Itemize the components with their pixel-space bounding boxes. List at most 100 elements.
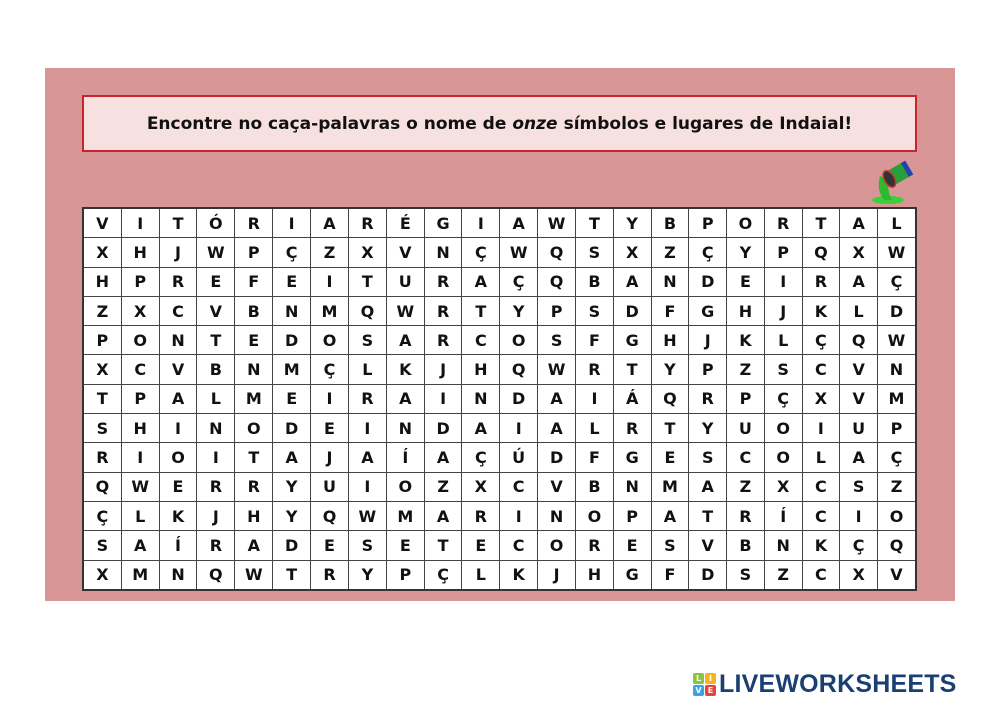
- grid-cell[interactable]: E: [726, 266, 765, 297]
- grid-cell[interactable]: X: [120, 295, 160, 327]
- grid-cell[interactable]: C: [801, 354, 841, 385]
- grid-cell[interactable]: N: [650, 266, 690, 297]
- grid-cell[interactable]: Q: [82, 471, 122, 502]
- grid-cell[interactable]: I: [763, 266, 803, 297]
- grid-cell[interactable]: Z: [877, 471, 917, 502]
- grid-cell[interactable]: Ç: [461, 237, 501, 268]
- grid-cell[interactable]: M: [310, 295, 349, 327]
- grid-cell[interactable]: D: [272, 530, 312, 561]
- grid-cell[interactable]: V: [196, 295, 236, 327]
- grid-cell[interactable]: N: [537, 500, 577, 532]
- grid-cell[interactable]: P: [688, 354, 728, 385]
- grid-cell[interactable]: X: [612, 237, 652, 268]
- grid-cell[interactable]: A: [839, 442, 878, 473]
- grid-cell[interactable]: U: [385, 266, 425, 297]
- grid-cell[interactable]: N: [234, 354, 274, 385]
- grid-cell[interactable]: Ç: [461, 442, 501, 473]
- grid-cell[interactable]: Y: [612, 207, 652, 239]
- grid-cell[interactable]: S: [347, 325, 387, 356]
- grid-cell[interactable]: N: [385, 413, 425, 444]
- grid-cell[interactable]: B: [234, 295, 274, 327]
- grid-cell[interactable]: Ú: [499, 442, 539, 473]
- grid-cell[interactable]: Ç: [423, 559, 463, 591]
- grid-cell[interactable]: Á: [612, 383, 652, 415]
- grid-cell[interactable]: Z: [763, 559, 803, 591]
- grid-cell[interactable]: Q: [801, 237, 841, 268]
- grid-cell[interactable]: J: [158, 237, 198, 268]
- grid-cell[interactable]: J: [688, 325, 728, 356]
- grid-cell[interactable]: X: [82, 354, 122, 385]
- grid-cell[interactable]: K: [726, 325, 765, 356]
- grid-cell[interactable]: N: [763, 530, 803, 561]
- grid-cell[interactable]: I: [158, 413, 198, 444]
- grid-cell[interactable]: I: [461, 207, 501, 239]
- grid-cell[interactable]: N: [877, 354, 917, 385]
- grid-cell[interactable]: B: [726, 530, 765, 561]
- grid-cell[interactable]: Y: [726, 237, 765, 268]
- grid-cell[interactable]: Q: [196, 559, 236, 591]
- grid-cell[interactable]: D: [612, 295, 652, 327]
- grid-cell[interactable]: U: [310, 471, 349, 502]
- grid-cell[interactable]: R: [196, 530, 236, 561]
- grid-cell[interactable]: R: [158, 266, 198, 297]
- grid-cell[interactable]: Ç: [82, 500, 122, 532]
- grid-cell[interactable]: P: [120, 266, 160, 297]
- grid-cell[interactable]: D: [499, 383, 539, 415]
- grid-cell[interactable]: H: [575, 559, 614, 591]
- grid-cell[interactable]: Q: [877, 530, 917, 561]
- grid-cell[interactable]: I: [120, 442, 160, 473]
- grid-cell[interactable]: A: [461, 413, 501, 444]
- grid-cell[interactable]: O: [726, 207, 765, 239]
- grid-cell[interactable]: B: [575, 471, 614, 502]
- grid-cell[interactable]: E: [385, 530, 425, 561]
- grid-cell[interactable]: A: [499, 207, 539, 239]
- grid-cell[interactable]: E: [234, 325, 274, 356]
- grid-cell[interactable]: O: [537, 530, 577, 561]
- grid-cell[interactable]: Q: [537, 266, 577, 297]
- grid-cell[interactable]: J: [423, 354, 463, 385]
- grid-cell[interactable]: P: [385, 559, 425, 591]
- grid-cell[interactable]: A: [385, 325, 425, 356]
- grid-cell[interactable]: N: [461, 383, 501, 415]
- grid-cell[interactable]: A: [120, 530, 160, 561]
- grid-cell[interactable]: A: [650, 500, 690, 532]
- grid-cell[interactable]: O: [385, 471, 425, 502]
- grid-cell[interactable]: N: [423, 237, 463, 268]
- grid-cell[interactable]: C: [801, 471, 841, 502]
- grid-cell[interactable]: W: [877, 237, 917, 268]
- grid-cell[interactable]: N: [272, 295, 312, 327]
- grid-cell[interactable]: A: [310, 207, 349, 239]
- grid-cell[interactable]: K: [801, 295, 841, 327]
- grid-cell[interactable]: S: [575, 237, 614, 268]
- grid-cell[interactable]: O: [234, 413, 274, 444]
- grid-cell[interactable]: V: [839, 383, 878, 415]
- grid-cell[interactable]: A: [461, 266, 501, 297]
- grid-cell[interactable]: W: [877, 325, 917, 356]
- grid-cell[interactable]: A: [272, 442, 312, 473]
- grid-cell[interactable]: N: [612, 471, 652, 502]
- grid-cell[interactable]: F: [650, 559, 690, 591]
- grid-cell[interactable]: Í: [763, 500, 803, 532]
- grid-cell[interactable]: O: [575, 500, 614, 532]
- grid-cell[interactable]: L: [196, 383, 236, 415]
- grid-cell[interactable]: Q: [310, 500, 349, 532]
- grid-cell[interactable]: O: [499, 325, 539, 356]
- grid-cell[interactable]: M: [385, 500, 425, 532]
- grid-cell[interactable]: L: [575, 413, 614, 444]
- grid-cell[interactable]: T: [612, 354, 652, 385]
- grid-cell[interactable]: Y: [272, 471, 312, 502]
- grid-cell[interactable]: I: [310, 266, 349, 297]
- grid-cell[interactable]: R: [423, 266, 463, 297]
- grid-cell[interactable]: I: [423, 383, 463, 415]
- grid-cell[interactable]: P: [537, 295, 577, 327]
- grid-cell[interactable]: L: [347, 354, 387, 385]
- grid-cell[interactable]: Ç: [839, 530, 878, 561]
- grid-cell[interactable]: E: [310, 530, 349, 561]
- grid-cell[interactable]: X: [82, 237, 122, 268]
- grid-cell[interactable]: R: [423, 295, 463, 327]
- grid-cell[interactable]: T: [347, 266, 387, 297]
- grid-cell[interactable]: W: [196, 237, 236, 268]
- grid-cell[interactable]: O: [763, 442, 803, 473]
- grid-cell[interactable]: M: [650, 471, 690, 502]
- grid-cell[interactable]: Y: [272, 500, 312, 532]
